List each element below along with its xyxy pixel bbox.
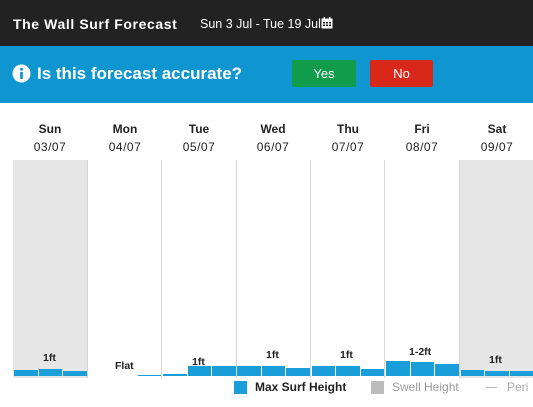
day-header-fri: Fri 08/07 [385,122,459,154]
page-title: The Wall Surf Forecast [13,16,178,32]
day-date: 05/07 [182,140,216,154]
date-range-label[interactable]: Sun 3 Jul - Tue 19 Jul [200,17,321,31]
surf-bar[interactable] [163,374,187,376]
legend-swell: Swell Height [371,381,476,395]
surf-bar[interactable] [386,361,410,376]
yes-button[interactable]: Yes [292,60,356,87]
day-header-mon: Mon 04/07 [88,122,162,154]
info-icon [12,64,31,83]
day-date: 07/07 [331,140,365,154]
surf-height-label: 1ft [489,354,502,366]
no-button[interactable]: No [370,60,433,87]
surf-bar[interactable] [187,366,212,376]
legend-label: Swell Height [392,380,459,394]
surf-bar[interactable] [286,368,310,376]
legend-swatch [371,381,384,394]
surf-bar[interactable] [360,369,384,376]
surf-height-label: 1ft [340,349,353,361]
day-divider [87,160,88,378]
surf-bar[interactable] [336,366,360,376]
surf-bar[interactable] [63,371,87,376]
surf-height-label: 1-2ft [409,346,432,358]
day-name: Wed [260,122,286,136]
surf-bar[interactable] [410,362,435,376]
calendar-icon[interactable] [321,17,333,29]
day-name: Tue [188,122,210,136]
day-name: Sat [487,122,507,136]
day-header-wed: Wed 06/07 [236,122,310,154]
surf-bar[interactable] [14,370,38,376]
day-name: Fri [414,122,430,136]
day-divider [459,160,460,378]
day-header-tue: Tue 05/07 [162,122,236,154]
surf-bar[interactable] [461,370,485,376]
day-date: 04/07 [108,140,142,154]
weekend-shade-sat [460,160,533,378]
day-date: 09/07 [480,140,514,154]
surf-bar[interactable] [237,366,261,376]
legend-max-surf: Max Surf Height [234,381,359,395]
day-name: Thu [337,122,359,136]
surf-bar[interactable] [485,371,509,376]
day-date: 03/07 [33,140,67,154]
surf-bar[interactable] [312,366,336,376]
day-divider [236,160,237,378]
legend-label: Peri [507,381,529,394]
legend-label: Max Surf Height [255,380,347,394]
surf-height-label: 1ft [266,349,279,361]
forecast-header: The Wall Surf Forecast Sun 3 Jul - Tue 1… [0,0,533,46]
day-name: Mon [112,122,138,136]
surf-height-label: Flat [115,360,134,372]
day-name: Sun [38,122,62,136]
surf-bar[interactable] [509,371,533,376]
legend-line [486,387,497,388]
day-divider [310,160,311,378]
day-header-thu: Thu 07/07 [311,122,385,154]
day-date: 08/07 [405,140,439,154]
surf-bar[interactable] [38,369,63,376]
surf-bar[interactable] [212,366,236,376]
feedback-banner: Is this forecast accurate? Yes No [0,46,533,103]
surf-height-label: 1ft [43,352,56,364]
surf-bar[interactable] [435,364,459,376]
day-date: 06/07 [256,140,290,154]
day-header-sun: Sun 03/07 [13,122,87,154]
feedback-question: Is this forecast accurate? [37,64,243,83]
surf-bar[interactable] [137,375,161,376]
surf-height-label: 1ft [192,356,205,368]
day-header-sat: Sat 09/07 [460,122,533,154]
weekend-shade-sun [13,160,87,378]
surf-bar[interactable] [261,366,286,376]
day-divider [384,160,385,378]
legend-period: Peri [486,381,533,395]
legend-swatch [234,381,247,394]
day-divider [161,160,162,378]
